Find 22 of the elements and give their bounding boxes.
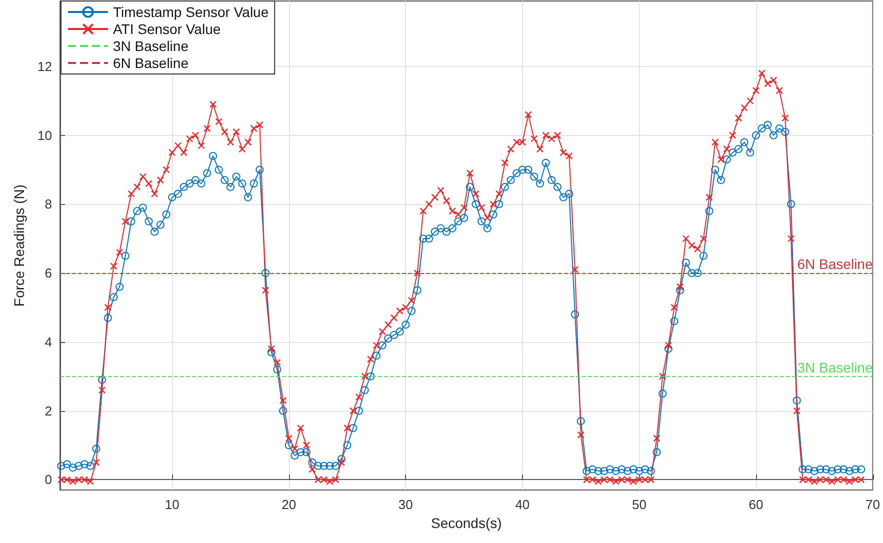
y-tick-label: 10 <box>38 128 52 143</box>
y-tick-label: 0 <box>44 472 52 488</box>
x-tick-label: 50 <box>632 497 646 512</box>
x-tick-label: 40 <box>515 497 530 512</box>
ref-line-label: 6N Baseline <box>797 256 873 272</box>
y-tick-label: 8 <box>44 196 52 212</box>
legend-label: Timestamp Sensor Value <box>113 4 269 20</box>
x-tick-label: 30 <box>398 497 413 512</box>
y-tick-label: 2 <box>44 403 52 418</box>
x-axis-title: Seconds(s) <box>430 515 502 531</box>
x-tick-label: 20 <box>282 497 296 512</box>
y-tick-label: 4 <box>44 334 52 350</box>
y-tick-label: 12 <box>38 58 52 74</box>
y-axis-title: Force Readings (N) <box>11 184 27 307</box>
ref-line-label: 3N Baseline <box>797 359 873 376</box>
text: 6N Baseline <box>113 55 188 71</box>
text: 3N Baseline <box>113 38 188 54</box>
x-tick-label: 60 <box>748 497 764 512</box>
x-tick-label: 70 <box>866 497 880 512</box>
x-tick-label: 10 <box>164 497 180 512</box>
y-tick-label: 6 <box>44 266 52 281</box>
legend-label: ATI Sensor Value <box>113 21 221 37</box>
